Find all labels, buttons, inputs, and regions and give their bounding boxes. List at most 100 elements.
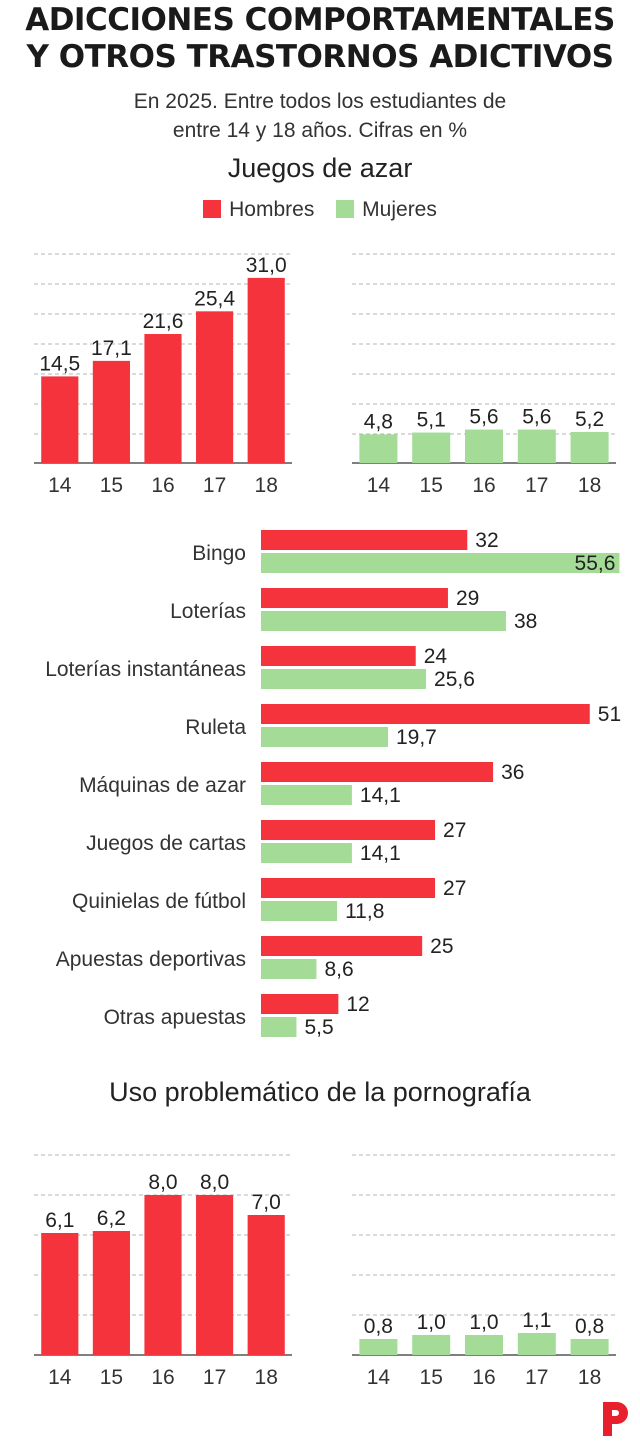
juegos-mujeres-bar-18	[570, 431, 609, 463]
hbar-value-label-mujeres-7: 8,6	[324, 958, 353, 981]
hbar-mujeres-3	[261, 727, 388, 747]
hbar-value-label-mujeres-5: 14,1	[360, 842, 401, 865]
legend-item-mujeres: Mujeres	[336, 198, 437, 222]
category-label-5: Juegos de cartas	[86, 832, 246, 855]
juegos-mujeres-bar-15	[412, 432, 451, 463]
juegos-hombres-tick-label-17: 17	[203, 474, 226, 497]
category-label-0: Bingo	[192, 542, 246, 565]
juegos-hombres-tick-label-16: 16	[151, 474, 174, 497]
hbar-value-label-hombres-3: 51	[598, 703, 621, 726]
hbar-hombres-3	[261, 704, 590, 724]
hbar-value-label-mujeres-4: 14,1	[360, 784, 401, 807]
juegos-hombres-bar-15	[92, 360, 130, 463]
juegos-hombres-value-label-16: 21,6	[143, 310, 184, 333]
subtitle-line-1: En 2025. Entre todos los estudiantes de	[133, 90, 507, 113]
porno-hombres-bar-14	[41, 1233, 79, 1355]
juegos-mujeres-tick-label-18: 18	[578, 474, 601, 497]
porno-mujeres-tick-label-14: 14	[367, 1366, 391, 1389]
juegos-mujeres-value-label-15: 5,1	[417, 409, 446, 432]
juegos-hombres-tick-label-14: 14	[48, 474, 72, 497]
legend-swatch-mujeres	[336, 200, 355, 218]
juegos-hombres-value-label-15: 17,1	[91, 337, 132, 360]
porno-mujeres-tick-label-18: 18	[578, 1366, 601, 1389]
hbar-mujeres-5	[261, 843, 352, 863]
juegos-hombres-value-label-14: 14,5	[39, 352, 80, 375]
hbar-value-label-hombres-6: 27	[443, 877, 466, 900]
porno-mujeres-bar-17	[517, 1333, 556, 1355]
juegos-mujeres-bar-16	[464, 429, 504, 463]
hbar-value-label-hombres-5: 27	[443, 819, 466, 842]
hbar-value-label-mujeres-1: 38	[514, 610, 537, 633]
title-line-1: ADICCIONES COMPORTAMENTALES	[25, 2, 615, 38]
juegos-mujeres-tick-label-14: 14	[367, 474, 391, 497]
hbar-hombres-0	[261, 530, 468, 550]
category-label-6: Quinielas de fútbol	[72, 890, 246, 913]
juegos-hombres-value-label-18: 31,0	[246, 254, 287, 277]
hbar-mujeres-7	[261, 959, 317, 979]
hbar-value-label-hombres-4: 36	[501, 761, 524, 784]
hbar-value-label-hombres-2: 24	[424, 645, 448, 668]
porno-mujeres-tick-label-17: 17	[525, 1366, 548, 1389]
hbar-hombres-6	[261, 878, 436, 898]
hbar-mujeres-0	[261, 553, 620, 573]
hbar-value-label-mujeres-2: 25,6	[434, 668, 475, 691]
porno-mujeres-value-label-17: 1,1	[522, 1309, 551, 1332]
p-logo-icon	[603, 1402, 628, 1436]
hbar-value-label-mujeres-6: 11,8	[345, 900, 384, 923]
juegos-hombres-bar-17	[196, 311, 234, 463]
juegos-mujeres-tick-label-17: 17	[525, 474, 548, 497]
hbar-hombres-2	[261, 646, 416, 666]
juegos-mujeres-tick-label-16: 16	[472, 474, 495, 497]
title-line-2: Y OTROS TRASTORNOS ADICTIVOS	[26, 39, 614, 75]
juegos-hombres-tick-label-15: 15	[100, 474, 123, 497]
porno-mujeres-tick-label-16: 16	[472, 1366, 495, 1389]
porno-hombres-tick-label-16: 16	[151, 1366, 174, 1389]
porno-hombres-tick-label-18: 18	[255, 1366, 278, 1389]
hbar-hombres-7	[261, 936, 423, 956]
hbar-mujeres-8	[261, 1017, 297, 1037]
category-label-8: Otras apuestas	[104, 1006, 246, 1029]
hbar-hombres-4	[261, 762, 494, 782]
porno-mujeres-bar-15	[412, 1335, 451, 1355]
porno-hombres-bar-15	[92, 1231, 130, 1355]
hbar-value-label-hombres-0: 32	[475, 529, 498, 552]
porno-hombres-value-label-14: 6,1	[45, 1209, 74, 1232]
porno-mujeres-tick-label-15: 15	[420, 1366, 443, 1389]
hbar-value-label-hombres-8: 12	[346, 993, 369, 1016]
category-label-2: Loterías instantáneas	[45, 658, 246, 681]
juegos-mujeres-tick-label-15: 15	[420, 474, 443, 497]
porno-hombres-value-label-16: 8,0	[148, 1171, 177, 1194]
juegos-hombres-bar-16	[144, 334, 182, 463]
porno-hombres-bar-17	[196, 1195, 234, 1355]
porno-hombres-tick-label-15: 15	[100, 1366, 123, 1389]
porno-hombres-value-label-18: 7,0	[252, 1191, 281, 1214]
legend: Hombres Mujeres	[0, 198, 640, 222]
category-label-1: Loterías	[170, 600, 246, 623]
legend-label-hombres: Hombres	[229, 198, 315, 221]
porno-mujeres-bar-14	[359, 1339, 398, 1355]
chart-title: ADICCIONES COMPORTAMENTALES Y OTROS TRAS…	[0, 2, 640, 76]
hbar-value-label-mujeres-8: 5,5	[304, 1016, 333, 1039]
section-title-juegos: Juegos de azar	[227, 153, 413, 183]
hbar-mujeres-4	[261, 785, 352, 805]
category-label-3: Ruleta	[185, 716, 246, 739]
porno-hombres-bar-16	[144, 1195, 182, 1355]
hbar-value-label-hombres-7: 25	[430, 935, 453, 958]
juegos-mujeres-value-label-14: 4,8	[364, 410, 393, 433]
porno-hombres-tick-label-17: 17	[203, 1366, 226, 1389]
legend-item-hombres: Hombres	[203, 198, 314, 222]
section-title-pornografia: Uso problemático de la pornografía	[109, 1077, 531, 1107]
porno-mujeres-bar-16	[464, 1335, 504, 1355]
hbar-mujeres-6	[261, 901, 338, 921]
porno-mujeres-bar-18	[570, 1339, 609, 1355]
porno-hombres-bar-18	[247, 1215, 285, 1355]
chart-subtitle: En 2025. Entre todos los estudiantes de …	[0, 87, 640, 145]
hbar-value-label-hombres-1: 29	[456, 587, 479, 610]
hbar-mujeres-2	[261, 669, 427, 689]
legend-swatch-hombres	[203, 200, 222, 218]
porno-mujeres-value-label-18: 0,8	[575, 1315, 604, 1338]
juegos-hombres-value-label-17: 25,4	[194, 287, 235, 310]
legend-label-mujeres: Mujeres	[362, 198, 437, 221]
juegos-mujeres-value-label-18: 5,2	[575, 408, 604, 431]
